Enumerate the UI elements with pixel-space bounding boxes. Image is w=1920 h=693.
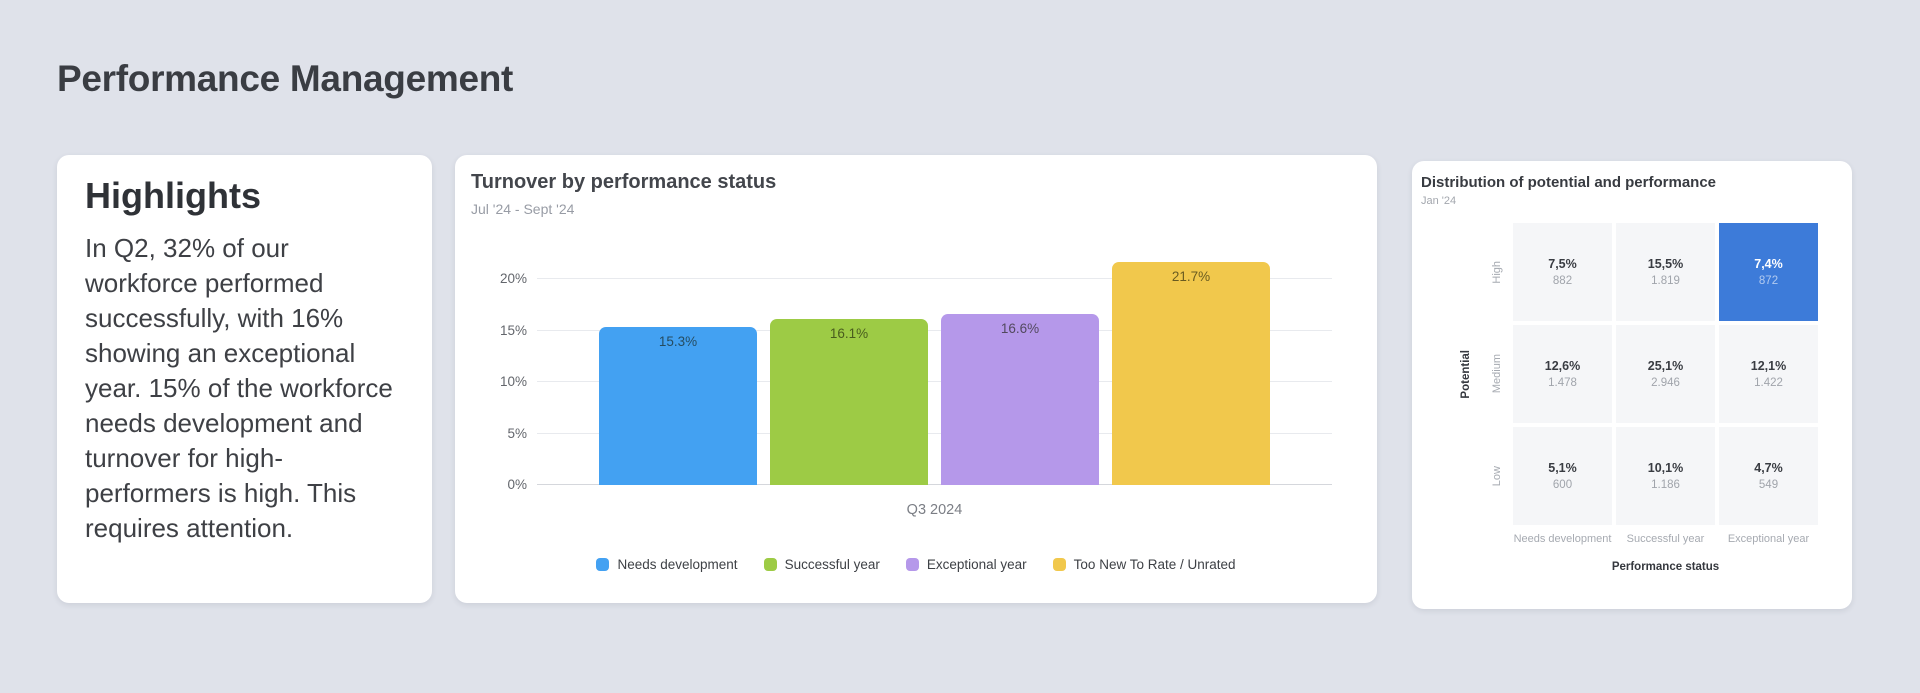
matrix-cell-medium-needs-development[interactable]: 12,6% 1.478	[1513, 325, 1612, 423]
bar-exceptional-year[interactable]: 16.6%	[941, 314, 1099, 485]
turnover-x-axis-label: Q3 2024	[906, 502, 963, 518]
matrix-cell-percent: 15,5%	[1647, 257, 1684, 271]
matrix-y-axis-title-wrap: Potential	[1460, 223, 1472, 525]
page-title: Performance Management	[57, 58, 514, 99]
legend-swatch-icon	[596, 558, 610, 571]
matrix-cell-low-needs-development[interactable]: 5,1% 600	[1513, 427, 1612, 525]
matrix-col-label-needs-development: Needs development	[1513, 533, 1612, 545]
matrix-cell-count: 1.478	[1548, 377, 1577, 389]
matrix-cell-high-successful-year[interactable]: 15,5% 1.819	[1616, 223, 1715, 321]
highlights-card: Highlights In Q2, 32% of our workforce p…	[57, 155, 432, 603]
matrix-cell-percent: 25,1%	[1647, 359, 1684, 373]
matrix-col-label-exceptional-year: Exceptional year	[1727, 533, 1810, 545]
matrix-cell-count: 1.422	[1754, 377, 1783, 389]
distribution-matrix-card: Distribution of potential and performanc…	[1412, 161, 1852, 609]
legend-swatch-icon	[763, 558, 777, 571]
turnover-chart-card: Turnover by performance status Jul '24 -…	[455, 155, 1377, 603]
matrix-cell-high-exceptional-year[interactable]: 7,4% 872	[1719, 223, 1818, 321]
matrix-col-labels: Needs development Successful year Exceptio…	[1513, 533, 1818, 545]
legend-swatch-icon	[905, 558, 919, 571]
matrix-cell-medium-exceptional-year[interactable]: 12,1% 1.422	[1719, 325, 1818, 423]
bar-value-label: 16.1%	[829, 326, 869, 342]
matrix-cell-percent: 7,4%	[1754, 257, 1783, 271]
matrix-title: Distribution of potential and performanc…	[1421, 174, 1717, 191]
bar-too-new-to-rate-unrated[interactable]: 21.7%	[1112, 261, 1270, 485]
turnover-plot: 15.3% 16.1% 16.6% 21.7%	[537, 245, 1332, 485]
legend-label: Exceptional year	[926, 557, 1027, 572]
matrix-row-labels: High Medium Low	[1488, 223, 1506, 525]
legend-item-successful-year[interactable]: Successful year	[763, 557, 880, 572]
matrix-cell-low-successful-year[interactable]: 10,1% 1.186	[1616, 427, 1715, 525]
matrix-cell-count: 872	[1758, 275, 1779, 287]
legend-swatch-icon	[1052, 558, 1066, 571]
bar-value-label: 16.6%	[1000, 321, 1040, 336]
gridline	[537, 381, 1332, 382]
matrix-x-axis-title: Performance status	[1611, 561, 1720, 573]
y-tick-label: 10%	[499, 374, 527, 389]
matrix-row-label-medium: Medium	[1488, 325, 1506, 423]
legend-item-too-new-to-rate-unrated[interactable]: Too New To Rate / Unrated	[1052, 557, 1236, 572]
bar-needs-development[interactable]: 15.3%	[599, 327, 757, 485]
legend-label: Successful year	[784, 557, 880, 572]
gridline	[537, 484, 1332, 485]
legend-label: Needs development	[617, 557, 738, 572]
matrix-cell-percent: 12,6%	[1544, 359, 1581, 373]
matrix-grid: 7,5% 882 15,5% 1.819 7,4% 872 12,6% 1.478 25,1% 2…	[1513, 223, 1818, 525]
turnover-bars: 15.3% 16.1% 16.6% 21.7%	[537, 245, 1332, 485]
gridline	[537, 329, 1332, 331]
matrix-cell-count: 549	[1758, 479, 1779, 491]
matrix-row-label-text: Low	[1491, 465, 1503, 487]
highlights-body-text: In Q2, 32% of our workforce performed su…	[85, 233, 393, 543]
matrix-cell-percent: 4,7%	[1754, 461, 1783, 475]
y-tick-label: 15%	[499, 322, 527, 338]
matrix-cell-medium-successful-year[interactable]: 25,1% 2.946	[1616, 325, 1715, 423]
matrix-cell-count: 1.186	[1651, 479, 1680, 491]
gridline	[537, 432, 1332, 434]
matrix-cell-low-exceptional-year[interactable]: 4,7% 549	[1719, 427, 1818, 525]
matrix-cell-count: 882	[1552, 275, 1573, 287]
matrix-cell-percent: 12,1%	[1750, 359, 1787, 373]
turnover-chart-subtitle: Jul '24 - Sept '24	[471, 201, 575, 217]
y-tick-label: 20%	[499, 271, 527, 286]
turnover-chart-title: Turnover by performance status	[471, 171, 777, 193]
matrix-row-label-low: Low	[1488, 427, 1506, 525]
bar-successful-year[interactable]: 16.1%	[770, 319, 928, 485]
turnover-legend: Needs development Successful year Exceptio…	[455, 557, 1377, 572]
matrix-col-label-successful-year: Successful year	[1626, 533, 1705, 545]
matrix-cell-percent: 10,1%	[1647, 461, 1684, 475]
matrix-cell-count: 2.946	[1651, 377, 1680, 389]
matrix-cell-high-needs-development[interactable]: 7,5% 882	[1513, 223, 1612, 321]
matrix-cell-percent: 5,1%	[1548, 461, 1577, 475]
bar-value-label: 15.3%	[658, 334, 698, 350]
matrix-subtitle: Jan '24	[1421, 195, 1457, 207]
y-tick-label: 5%	[507, 425, 527, 441]
matrix-y-axis-title: Potential	[1460, 349, 1472, 399]
legend-item-exceptional-year[interactable]: Exceptional year	[905, 557, 1027, 572]
legend-item-needs-development[interactable]: Needs development	[596, 557, 738, 572]
matrix-cell-count: 600	[1552, 479, 1573, 491]
y-tick-label: 0%	[507, 477, 527, 492]
matrix-cell-percent: 7,5%	[1548, 257, 1577, 271]
highlights-title: Highlights	[85, 175, 261, 216]
gridline	[537, 278, 1332, 279]
turnover-y-axis: 0% 5% 10% 15% 20%	[455, 245, 527, 492]
bar-value-label: 21.7%	[1171, 268, 1211, 284]
matrix-row-label-text: Medium	[1491, 354, 1503, 394]
matrix-row-label-high: High	[1488, 223, 1506, 321]
matrix-row-label-text: High	[1491, 260, 1503, 284]
legend-label: Too New To Rate / Unrated	[1073, 557, 1236, 572]
matrix-cell-count: 1.819	[1651, 275, 1680, 287]
